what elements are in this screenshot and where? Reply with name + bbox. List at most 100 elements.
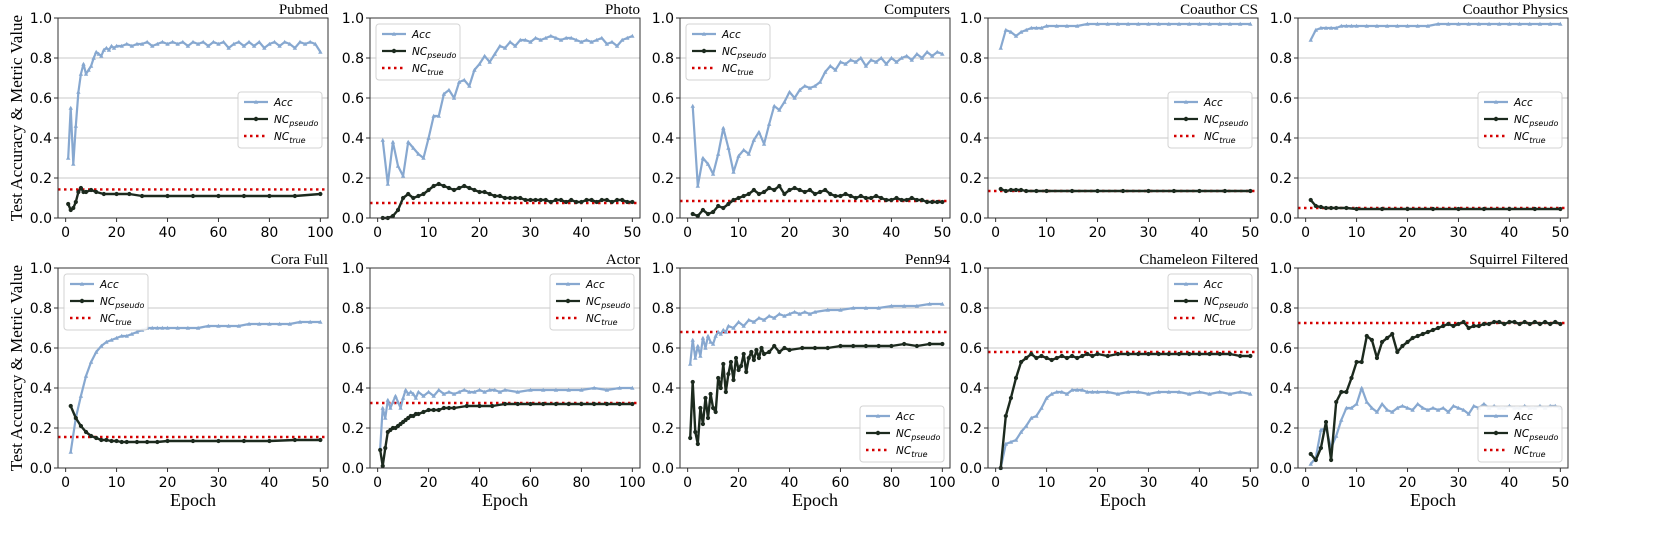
squirrel-filtered-acc-point	[1440, 405, 1446, 410]
photo-acc-point	[421, 155, 426, 160]
squirrel-filtered-nc-pseudo-point	[1548, 321, 1553, 327]
chameleon-filtered-nc-pseudo-point	[1029, 351, 1034, 357]
computers-acc-point	[782, 99, 787, 104]
penn94-nc-pseudo-point	[749, 349, 754, 355]
penn94-acc-point	[797, 311, 802, 316]
pubmed-acc-point	[134, 41, 140, 46]
computers-xtick-label: 20	[781, 225, 799, 241]
computers-title: Computers	[884, 2, 950, 18]
pubmed-ytick-label: 0.6	[30, 91, 52, 107]
computers-acc-point	[828, 63, 833, 68]
coauthor-cs-acc-point	[1029, 25, 1034, 30]
cora-full-acc-point	[165, 325, 170, 330]
chameleon-filtered-nc-pseudo-point	[1008, 395, 1014, 401]
actor-nc-pseudo-point	[579, 401, 584, 407]
actor-acc-point	[446, 389, 452, 394]
chameleon-filtered-acc-point	[1018, 429, 1024, 434]
coauthor-cs-acc-point	[1207, 21, 1212, 26]
coauthor-physics-nc-pseudo-point	[1313, 203, 1318, 209]
computers-nc-pseudo-point	[838, 193, 843, 199]
cora-full-acc-point	[216, 323, 221, 328]
pubmed-acc-point	[297, 39, 303, 44]
computers-xtick-label: 10	[730, 225, 748, 241]
penn94-acc-point	[756, 315, 762, 320]
photo-ytick-label: 1.0	[342, 11, 364, 27]
coauthor-cs-ytick-label: 0.6	[960, 91, 982, 107]
pubmed-acc-point	[221, 39, 226, 44]
squirrel-filtered-legend-frame	[1477, 405, 1563, 463]
computers-nc-pseudo-point	[940, 199, 945, 205]
squirrel-filtered-acc-point	[1369, 405, 1375, 410]
actor-nc-pseudo-point	[592, 401, 597, 407]
y-axis-label-top-row: Test Accuracy & Metric Value	[7, 15, 26, 221]
pubmed-nc-pseudo-point	[241, 193, 247, 199]
cora-full-acc-point	[134, 329, 140, 334]
actor-ytick-label: 0.4	[342, 381, 364, 397]
photo-title: Photo	[605, 2, 640, 18]
penn94-acc-point	[851, 305, 856, 310]
pubmed-acc-point	[150, 43, 155, 48]
computers-nc-pseudo-point	[700, 207, 706, 213]
computers-nc-pseudo-point	[858, 193, 863, 199]
coauthor-cs-legend-nc-pseudo-base: NC	[1204, 114, 1220, 126]
cora-full-nc-pseudo-point	[145, 439, 150, 445]
chameleon-filtered-acc-point	[1248, 391, 1253, 396]
photo-acc-point	[619, 37, 625, 42]
pubmed-ytick-label: 1.0	[30, 11, 52, 27]
coauthor-physics-acc-point	[1344, 23, 1349, 28]
chameleon-filtered-legend-frame	[1167, 273, 1253, 331]
actor-nc-pseudo-point	[566, 401, 571, 407]
squirrel-filtered-xtick-label: 10	[1348, 475, 1366, 491]
computers-panel: 0.0 0.2 0.4 0.6 0.8 1.0 0 10 20 30 40 50 Computers Ac…	[652, 2, 952, 241]
penn94-nc-pseudo-point	[756, 355, 762, 361]
pubmed-ytick-label: 0.4	[30, 131, 52, 147]
pubmed-acc-point	[267, 41, 272, 46]
photo-nc-pseudo-point	[630, 199, 635, 205]
penn94-acc-point	[772, 315, 777, 320]
coauthor-cs-nc-pseudo-point	[1013, 187, 1019, 193]
cora-full-acc-point	[129, 331, 135, 336]
coauthor-cs-xtick-label: 10	[1038, 225, 1056, 241]
actor-acc-point	[436, 387, 441, 392]
photo-legend-nc-pseudo-marker	[391, 48, 397, 54]
pubmed-acc-point	[88, 63, 94, 68]
cora-full-nc-pseudo-point	[241, 438, 247, 444]
photo-acc-point	[543, 35, 548, 40]
computers-acc-point	[884, 61, 889, 66]
actor-acc-point	[398, 405, 403, 410]
coauthor-physics-ytick-label: 0.2	[1270, 171, 1292, 187]
computers-acc-point	[879, 55, 884, 60]
pubmed-acc-point	[170, 39, 175, 44]
chameleon-filtered-legend-nc-true-sub: true	[1219, 318, 1235, 327]
actor-acc-point	[497, 389, 503, 394]
squirrel-filtered-nc-pseudo-point	[1400, 343, 1405, 349]
squirrel-filtered-nc-pseudo-point	[1481, 321, 1487, 327]
actor-nc-pseudo-point	[553, 401, 559, 407]
penn94-nc-pseudo-point	[914, 343, 919, 349]
actor-xtick-label: 0	[373, 475, 382, 491]
penn94-acc-point	[703, 345, 708, 350]
cora-full-nc-pseudo-point	[190, 438, 196, 444]
penn94-acc-point	[708, 339, 713, 344]
penn94-acc-point	[710, 341, 716, 346]
cora-full-acc-point	[68, 449, 73, 454]
cora-full-ytick-label: 0.0	[30, 461, 52, 477]
penn94-plot-frame	[679, 267, 951, 469]
coauthor-cs-nc-pseudo-point	[1146, 188, 1151, 194]
computers-ytick-label: 0.0	[652, 211, 674, 227]
penn94-acc-point	[695, 343, 701, 348]
computers-acc-point	[695, 183, 701, 188]
photo-nc-pseudo-point	[584, 197, 589, 203]
photo-nc-pseudo-point	[406, 191, 411, 197]
chameleon-filtered-nc-pseudo-point	[1136, 351, 1141, 357]
coauthor-physics-title: Coauthor Physics	[1463, 2, 1569, 18]
actor-acc-point	[487, 387, 492, 392]
chameleon-filtered-acc-point	[1197, 389, 1202, 394]
penn94-acc-point	[766, 313, 772, 318]
squirrel-filtered-nc-pseudo-point	[1323, 419, 1329, 425]
coauthor-physics-nc-pseudo-point	[1354, 206, 1359, 212]
penn94-acc-point	[700, 335, 706, 340]
cora-full-nc-pseudo-line	[69, 405, 321, 444]
